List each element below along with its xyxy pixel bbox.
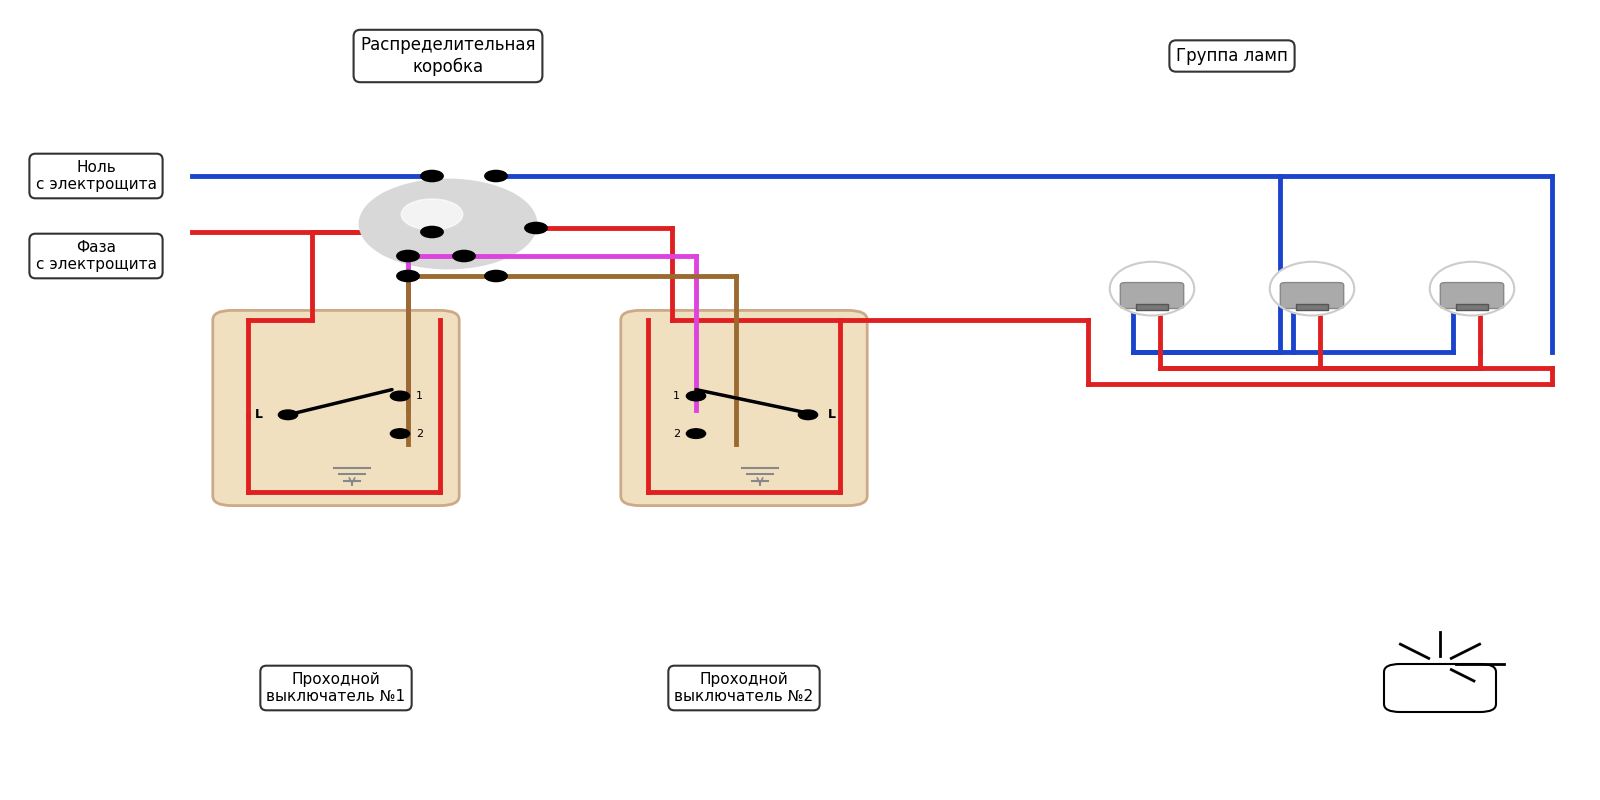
FancyBboxPatch shape	[1296, 304, 1328, 310]
Circle shape	[453, 250, 475, 262]
Text: Проходной
выключатель №1: Проходной выключатель №1	[267, 672, 405, 704]
Circle shape	[485, 270, 507, 282]
FancyBboxPatch shape	[1440, 282, 1504, 309]
FancyBboxPatch shape	[1456, 304, 1488, 310]
Circle shape	[421, 170, 443, 182]
Ellipse shape	[1270, 262, 1354, 315]
Circle shape	[421, 226, 443, 238]
Circle shape	[402, 199, 462, 230]
Circle shape	[686, 391, 706, 401]
Circle shape	[360, 180, 536, 268]
Circle shape	[390, 429, 410, 438]
Ellipse shape	[1430, 262, 1514, 315]
Text: Проходной
выключатель №2: Проходной выключатель №2	[675, 672, 813, 704]
Text: 2: 2	[416, 429, 422, 438]
Circle shape	[485, 170, 507, 182]
Text: Распределительная
коробка: Распределительная коробка	[360, 37, 536, 75]
FancyBboxPatch shape	[1120, 282, 1184, 309]
Text: 2: 2	[674, 429, 680, 438]
Circle shape	[278, 410, 298, 419]
Circle shape	[525, 222, 547, 234]
Circle shape	[397, 250, 419, 262]
FancyBboxPatch shape	[213, 310, 459, 506]
FancyBboxPatch shape	[621, 310, 867, 506]
FancyBboxPatch shape	[1384, 664, 1496, 712]
Ellipse shape	[1110, 262, 1194, 315]
Circle shape	[397, 270, 419, 282]
Circle shape	[686, 429, 706, 438]
Text: Группа ламп: Группа ламп	[1176, 47, 1288, 65]
Text: Ноль
с электрощита: Ноль с электрощита	[35, 160, 157, 192]
Circle shape	[390, 391, 410, 401]
FancyBboxPatch shape	[1280, 282, 1344, 309]
Circle shape	[798, 410, 818, 419]
FancyBboxPatch shape	[1136, 304, 1168, 310]
Text: 1: 1	[416, 391, 422, 401]
Text: L: L	[256, 408, 262, 422]
Text: Фаза
с электрощита: Фаза с электрощита	[35, 240, 157, 272]
Text: 1: 1	[674, 391, 680, 401]
Text: L: L	[829, 408, 835, 422]
